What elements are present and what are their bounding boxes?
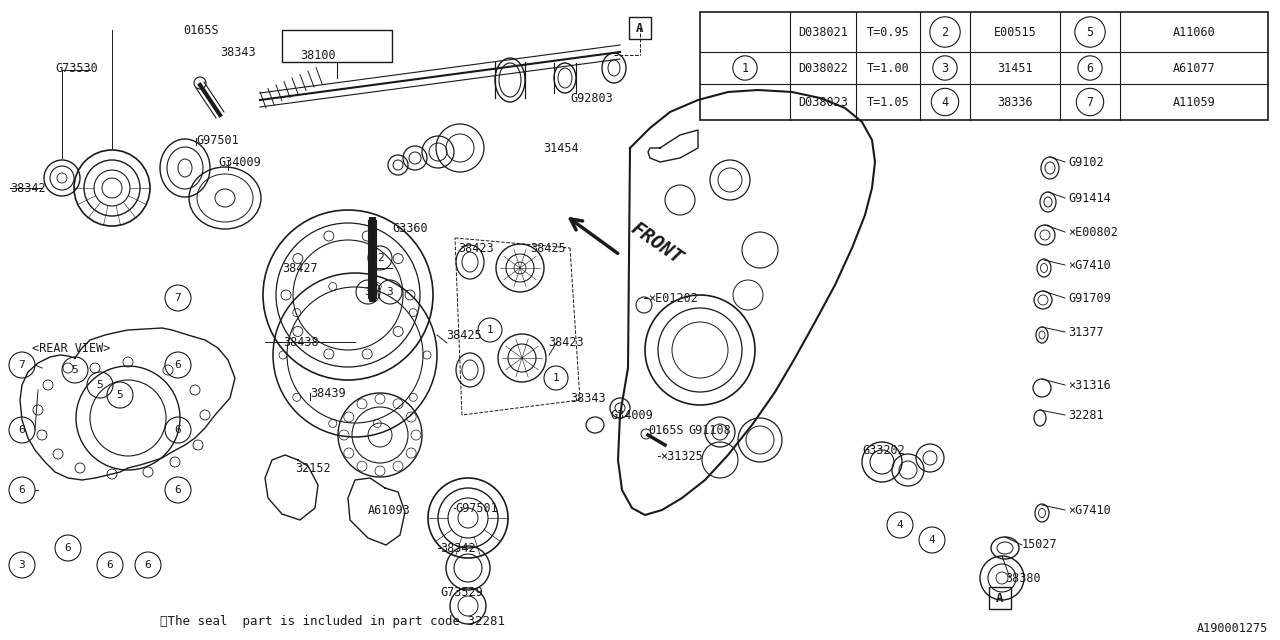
- Text: 38100: 38100: [300, 49, 335, 61]
- Text: A190001275: A190001275: [1197, 621, 1268, 634]
- Text: G34009: G34009: [611, 408, 653, 422]
- Text: ×E00802: ×E00802: [1068, 225, 1117, 239]
- Text: 38342: 38342: [440, 541, 476, 554]
- Text: A61093: A61093: [369, 504, 411, 516]
- Text: 6: 6: [145, 560, 151, 570]
- Text: T=0.95: T=0.95: [867, 26, 909, 38]
- Text: 5: 5: [1087, 26, 1093, 38]
- Text: T=1.05: T=1.05: [867, 95, 909, 109]
- Text: ×E01202: ×E01202: [648, 291, 698, 305]
- Text: A: A: [636, 22, 644, 35]
- Text: ×G7410: ×G7410: [1068, 504, 1111, 516]
- Text: 6: 6: [19, 425, 26, 435]
- Text: 6: 6: [106, 560, 114, 570]
- Text: 2: 2: [941, 26, 948, 38]
- Text: 6: 6: [174, 360, 182, 370]
- Text: A61077: A61077: [1172, 61, 1216, 74]
- Text: 38343: 38343: [220, 45, 256, 58]
- Text: 38423: 38423: [548, 335, 584, 349]
- Text: ×31316: ×31316: [1068, 378, 1111, 392]
- Text: 38425: 38425: [445, 328, 481, 342]
- Text: G97501: G97501: [454, 502, 498, 515]
- Text: 3: 3: [941, 61, 948, 74]
- Text: 6: 6: [1087, 61, 1093, 74]
- Bar: [282, 30, 392, 62]
- Text: 7: 7: [174, 293, 182, 303]
- Text: 6: 6: [174, 485, 182, 495]
- Text: 38438: 38438: [283, 335, 319, 349]
- Text: G91414: G91414: [1068, 191, 1111, 205]
- Text: 6: 6: [174, 425, 182, 435]
- Text: D038023: D038023: [797, 95, 847, 109]
- Text: 1: 1: [553, 373, 559, 383]
- Bar: [628, 17, 652, 39]
- Text: G73529: G73529: [440, 586, 483, 598]
- Text: E00515: E00515: [993, 26, 1037, 38]
- Text: 38336: 38336: [997, 95, 1033, 109]
- Text: ×G7410: ×G7410: [1068, 259, 1111, 271]
- Text: 3: 3: [387, 287, 393, 297]
- Text: 38342: 38342: [10, 182, 46, 195]
- Text: G34009: G34009: [218, 156, 261, 168]
- Text: 3: 3: [19, 560, 26, 570]
- Text: 3: 3: [365, 287, 371, 297]
- Text: 38380: 38380: [1005, 572, 1041, 584]
- Text: 6: 6: [19, 485, 26, 495]
- Text: 5: 5: [72, 365, 78, 375]
- Text: 38427: 38427: [282, 262, 317, 275]
- Text: 32152: 32152: [294, 461, 330, 474]
- Text: 38343: 38343: [570, 392, 605, 404]
- Text: 0165S: 0165S: [648, 424, 684, 436]
- Text: 38425: 38425: [530, 241, 566, 255]
- Text: G73530: G73530: [55, 61, 97, 74]
- Text: 1: 1: [741, 61, 749, 74]
- Text: 38423: 38423: [458, 241, 494, 255]
- Text: 31454: 31454: [543, 141, 579, 154]
- Text: 32281: 32281: [1068, 408, 1103, 422]
- Text: A: A: [996, 591, 1004, 605]
- Text: D038022: D038022: [797, 61, 847, 74]
- Bar: [989, 587, 1011, 609]
- Text: 7: 7: [1087, 95, 1093, 109]
- Text: G91709: G91709: [1068, 291, 1111, 305]
- Text: 4: 4: [896, 520, 904, 530]
- Text: G9102: G9102: [1068, 156, 1103, 168]
- Text: 38439: 38439: [310, 387, 346, 399]
- Text: FRONT: FRONT: [627, 218, 686, 268]
- Text: ×31325: ×31325: [660, 449, 703, 463]
- Text: <REAR VIEW>: <REAR VIEW>: [32, 342, 110, 355]
- Bar: [700, 12, 1268, 120]
- Text: G91108: G91108: [689, 424, 731, 436]
- Text: 5: 5: [96, 380, 104, 390]
- Text: D038021: D038021: [797, 26, 847, 38]
- Text: 5: 5: [116, 390, 123, 400]
- Text: T=1.00: T=1.00: [867, 61, 909, 74]
- Text: 7: 7: [19, 360, 26, 370]
- Text: 1: 1: [486, 325, 493, 335]
- Text: 0165S: 0165S: [183, 24, 219, 36]
- Text: 31451: 31451: [997, 61, 1033, 74]
- Text: 31377: 31377: [1068, 326, 1103, 339]
- Text: G33202: G33202: [861, 444, 905, 456]
- Text: ※The seal  part is included in part code 32281: ※The seal part is included in part code …: [160, 616, 506, 628]
- Text: G92803: G92803: [570, 92, 613, 104]
- Text: 2: 2: [376, 253, 384, 263]
- Text: A11059: A11059: [1172, 95, 1216, 109]
- Text: G97501: G97501: [196, 134, 239, 147]
- Text: A11060: A11060: [1172, 26, 1216, 38]
- Text: 6: 6: [64, 543, 72, 553]
- Text: 4: 4: [941, 95, 948, 109]
- Text: 4: 4: [928, 535, 936, 545]
- Text: 15027: 15027: [1021, 538, 1057, 552]
- Text: G3360: G3360: [392, 221, 428, 234]
